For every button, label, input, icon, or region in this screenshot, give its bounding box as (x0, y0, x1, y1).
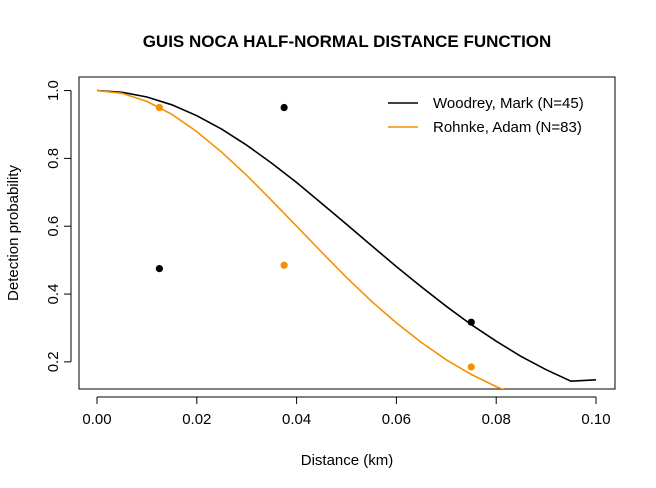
y-tick-label: 0.8 (45, 148, 62, 169)
y-tick-label: 0.4 (45, 284, 62, 305)
x-tick-label: 0.04 (282, 411, 311, 428)
data-point (280, 103, 288, 112)
x-tick-label: 0.00 (82, 411, 111, 428)
x-tick-label: 0.10 (581, 411, 610, 428)
legend-label: Woodrey, Mark (N=45) (433, 95, 584, 112)
series-layer (96, 89, 597, 389)
chart-title: GUIS NOCA HALF-NORMAL DISTANCE FUNCTION (143, 32, 552, 51)
legend: Woodrey, Mark (N=45) Rohnke, Adam (N=83) (388, 95, 584, 136)
data-point (280, 261, 288, 269)
data-point (155, 103, 163, 112)
y-axis: 0.2 0.4 0.6 0.8 1.0 (45, 80, 72, 372)
y-tick-label: 0.2 (45, 351, 62, 372)
x-tick-label: 0.06 (382, 411, 411, 428)
y-tick-label: 0.6 (45, 216, 62, 237)
y-tick-label: 1.0 (45, 80, 62, 101)
data-point (155, 265, 163, 273)
series-line-2 (96, 89, 505, 389)
x-axis-label: Distance (km) (301, 452, 394, 469)
series-line-1 (96, 89, 597, 383)
x-tick-label: 0.02 (182, 411, 211, 428)
y-axis-label: Detection probability (5, 165, 22, 301)
data-point (467, 318, 475, 326)
data-point (467, 363, 475, 371)
points-layer (155, 103, 475, 371)
x-axis: 0.00 0.02 0.04 0.06 0.08 0.10 (82, 396, 611, 428)
legend-label: Rohnke, Adam (N=83) (433, 119, 582, 136)
plot-frame (78, 76, 616, 390)
x-tick-label: 0.08 (482, 411, 511, 428)
